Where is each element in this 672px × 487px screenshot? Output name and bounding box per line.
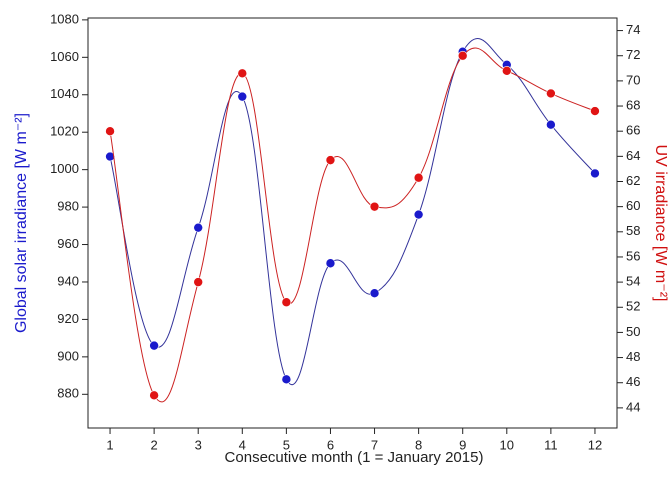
x-tick-label: 4 (239, 437, 246, 452)
data-point (457, 50, 468, 61)
x-tick-label: 1 (106, 437, 113, 452)
data-point (546, 88, 556, 99)
series-line (109, 38, 596, 385)
y2-tick-label: 46 (626, 374, 640, 389)
data-point (281, 297, 292, 308)
data-point (413, 209, 424, 220)
y2-tick-label: 56 (626, 248, 640, 263)
y2-tick-label: 52 (626, 299, 640, 314)
y-tick-label: 960 (57, 236, 79, 251)
y-tick-label: 1040 (50, 86, 79, 101)
data-point (149, 340, 159, 351)
y2-tick-label: 60 (626, 198, 640, 213)
data-point (501, 66, 512, 76)
data-point (193, 277, 204, 287)
data-point (369, 201, 380, 212)
y-tick-label: 1060 (50, 49, 79, 64)
data-point (281, 374, 292, 385)
x-tick-label: 5 (283, 437, 290, 452)
y2-tick-label: 54 (626, 274, 640, 289)
y-tick-label: 1080 (50, 11, 79, 26)
data-point (149, 390, 159, 401)
y2-axis-label: UV irradiance [W m⁻²] (652, 145, 669, 302)
series-line (109, 47, 596, 403)
data-point (105, 126, 115, 136)
y-tick-label: 920 (57, 311, 79, 326)
x-tick-label: 6 (327, 437, 334, 452)
y2-tick-label: 48 (626, 349, 640, 364)
x-axis-label: Consecutive month (1 = January 2015) (225, 449, 484, 466)
x-tick-label: 7 (371, 437, 378, 452)
x-tick-label: 11 (544, 437, 558, 452)
y-tick-label: 940 (57, 273, 79, 288)
y2-tick-label: 70 (626, 72, 640, 87)
data-point (590, 106, 600, 116)
y2-tick-label: 66 (626, 123, 640, 138)
y2-tick-label: 64 (626, 148, 640, 163)
y-tick-label: 880 (57, 386, 79, 401)
data-point (105, 151, 115, 162)
y2-tick-label: 62 (626, 173, 640, 188)
y2-tick-label: 68 (626, 97, 640, 112)
x-tick-label: 8 (415, 437, 422, 452)
y-tick-label: 1000 (50, 161, 79, 176)
data-point (590, 168, 600, 179)
x-tick-label: 3 (195, 437, 202, 452)
y2-tick-label: 58 (626, 223, 640, 238)
y-tick-label: 1020 (50, 124, 79, 139)
y2-tick-label: 44 (626, 399, 640, 414)
data-point (325, 258, 336, 269)
data-point (237, 91, 248, 102)
x-tick-label: 12 (588, 437, 602, 452)
x-tick-label: 9 (459, 437, 466, 452)
x-tick-label: 10 (500, 437, 514, 452)
y2-tick-label: 50 (626, 324, 640, 339)
y2-tick-label: 72 (626, 47, 640, 62)
x-tick-label: 2 (151, 437, 158, 452)
y-tick-label: 900 (57, 348, 79, 363)
plot-frame (87, 17, 618, 429)
data-point (369, 288, 380, 299)
y2-tick-label: 74 (626, 22, 640, 37)
data-point (413, 172, 424, 183)
data-point (193, 222, 204, 233)
data-point (237, 68, 248, 79)
y-axis-label: Global solar irradiance [W m⁻²] (13, 113, 30, 333)
data-point (546, 119, 556, 130)
data-point (325, 155, 336, 165)
y-tick-label: 980 (57, 199, 79, 214)
